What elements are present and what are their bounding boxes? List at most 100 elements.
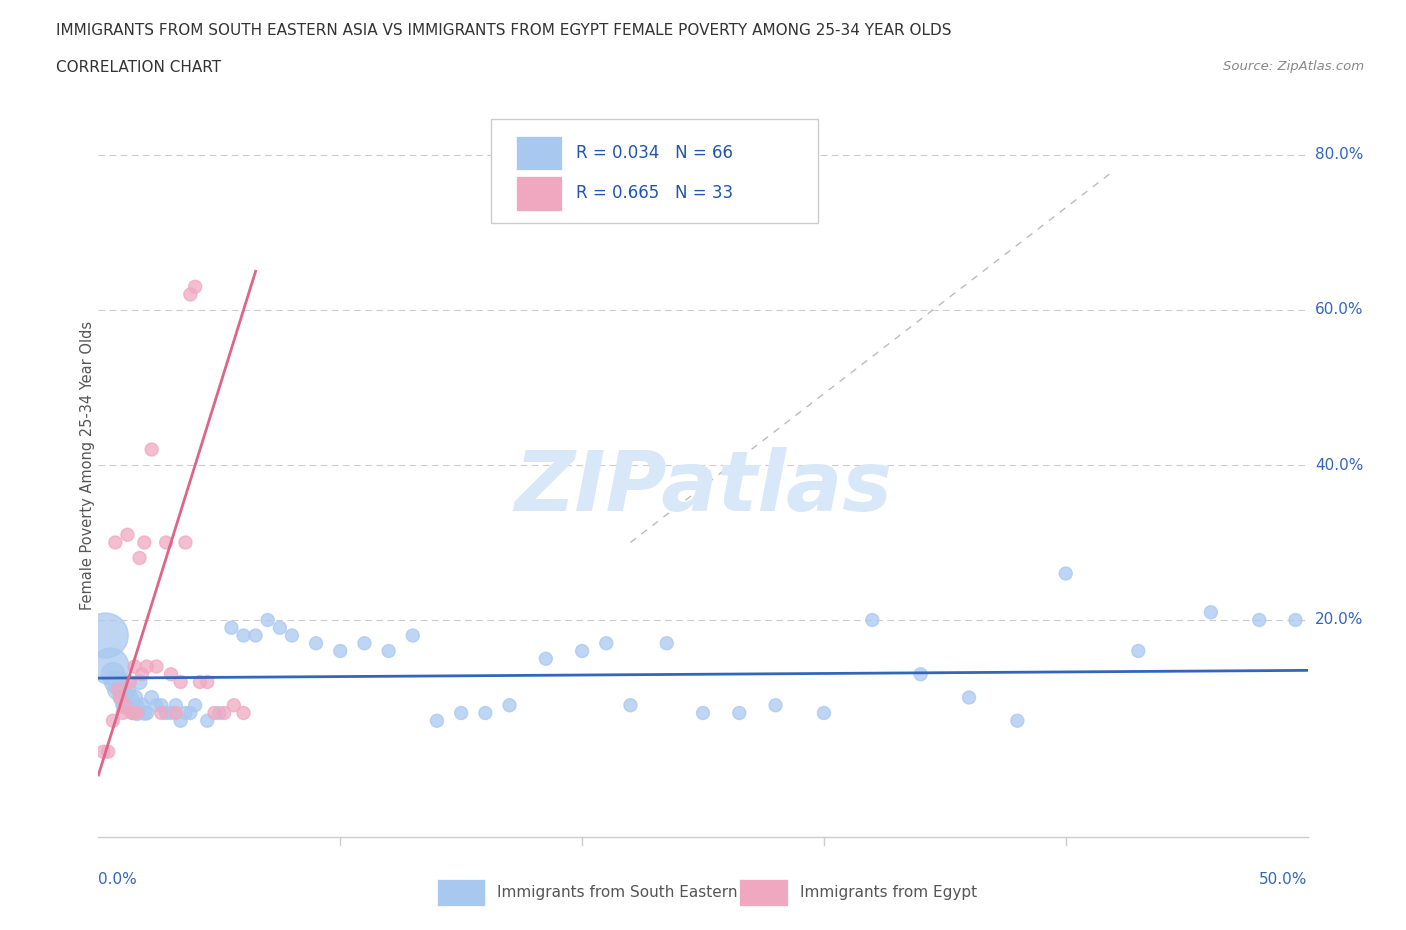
Point xyxy=(174,535,197,550)
Point xyxy=(692,706,714,721)
Point xyxy=(208,706,231,721)
Point xyxy=(108,674,131,689)
Point xyxy=(155,706,177,721)
Point xyxy=(498,698,520,712)
Point xyxy=(232,628,254,643)
Point xyxy=(256,613,278,628)
Point xyxy=(94,628,117,643)
Point xyxy=(160,667,183,682)
Point xyxy=(121,698,143,712)
Point xyxy=(402,628,425,643)
Point xyxy=(245,628,267,643)
Text: R = 0.034   N = 66: R = 0.034 N = 66 xyxy=(576,144,733,162)
Point xyxy=(232,706,254,721)
Point xyxy=(121,706,143,721)
Text: Immigrants from Egypt: Immigrants from Egypt xyxy=(800,885,977,900)
Point xyxy=(329,644,352,658)
Point xyxy=(128,551,150,565)
Point xyxy=(269,620,291,635)
Text: 0.0%: 0.0% xyxy=(98,872,138,887)
Point xyxy=(165,698,187,712)
Text: CORRELATION CHART: CORRELATION CHART xyxy=(56,60,221,75)
Point xyxy=(135,706,157,721)
Point xyxy=(160,706,183,721)
FancyBboxPatch shape xyxy=(516,136,561,170)
Point xyxy=(101,667,124,682)
Point xyxy=(118,674,141,689)
Point xyxy=(450,706,472,721)
Point xyxy=(100,659,122,674)
Text: ZIPatlas: ZIPatlas xyxy=(515,446,891,528)
Point xyxy=(169,713,191,728)
Point xyxy=(221,620,243,635)
Point xyxy=(165,706,187,721)
Point xyxy=(145,659,167,674)
Point xyxy=(155,535,177,550)
Point xyxy=(910,667,932,682)
Point xyxy=(655,636,678,651)
Point xyxy=(619,698,641,712)
Point xyxy=(141,442,163,457)
Point xyxy=(118,690,141,705)
Point xyxy=(135,659,157,674)
Point xyxy=(131,667,153,682)
Text: R = 0.665   N = 33: R = 0.665 N = 33 xyxy=(576,184,733,203)
Point xyxy=(860,613,883,628)
Text: 40.0%: 40.0% xyxy=(1315,458,1364,472)
Point xyxy=(1284,613,1306,628)
Point xyxy=(141,690,163,705)
Point xyxy=(169,674,191,689)
Point xyxy=(121,706,143,721)
Point xyxy=(117,698,139,712)
Point xyxy=(145,698,167,712)
Text: 60.0%: 60.0% xyxy=(1315,302,1364,317)
Point xyxy=(571,644,593,658)
Point xyxy=(107,683,129,698)
Y-axis label: Female Poverty Among 25-34 Year Olds: Female Poverty Among 25-34 Year Olds xyxy=(80,321,94,609)
Point xyxy=(117,683,139,698)
Point xyxy=(534,651,557,666)
FancyBboxPatch shape xyxy=(740,880,787,906)
Point xyxy=(281,628,304,643)
Point xyxy=(204,706,226,721)
Point xyxy=(131,698,153,712)
FancyBboxPatch shape xyxy=(516,177,561,210)
Point xyxy=(595,636,617,651)
Point xyxy=(474,706,496,721)
Point xyxy=(134,706,156,721)
Point xyxy=(114,698,136,712)
Point xyxy=(111,690,134,705)
Point xyxy=(117,527,139,542)
Text: IMMIGRANTS FROM SOUTH EASTERN ASIA VS IMMIGRANTS FROM EGYPT FEMALE POVERTY AMONG: IMMIGRANTS FROM SOUTH EASTERN ASIA VS IM… xyxy=(56,23,952,38)
Point xyxy=(957,690,980,705)
Point xyxy=(127,706,149,721)
Point xyxy=(765,698,787,712)
Point xyxy=(150,698,173,712)
Point xyxy=(107,683,129,698)
Point xyxy=(127,698,149,712)
Point xyxy=(188,674,211,689)
Point xyxy=(1199,604,1222,619)
Point xyxy=(1007,713,1029,728)
Point xyxy=(305,636,328,651)
Point xyxy=(150,706,173,721)
Point xyxy=(104,674,127,689)
Point xyxy=(179,287,201,302)
Point xyxy=(1249,613,1271,628)
Point xyxy=(195,674,218,689)
Point xyxy=(124,659,146,674)
Point xyxy=(127,706,149,721)
Point xyxy=(728,706,751,721)
Point xyxy=(91,744,114,759)
Point xyxy=(134,535,156,550)
Point xyxy=(1054,566,1077,581)
Point xyxy=(222,698,245,712)
Point xyxy=(101,713,124,728)
Text: 50.0%: 50.0% xyxy=(1260,872,1308,887)
Point xyxy=(184,698,207,712)
Point xyxy=(426,713,449,728)
Text: Immigrants from South Eastern Asia: Immigrants from South Eastern Asia xyxy=(498,885,775,900)
Text: 20.0%: 20.0% xyxy=(1315,613,1364,628)
Point xyxy=(111,698,134,712)
Point xyxy=(813,706,835,721)
